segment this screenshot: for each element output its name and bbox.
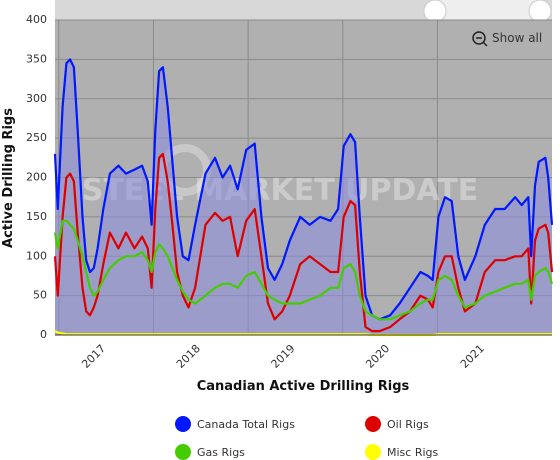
legend-label[interactable]: Oil Rigs — [387, 418, 429, 431]
x-tick-label: 2019 — [269, 342, 298, 371]
navigator-handle[interactable] — [528, 0, 552, 23]
legend-swatch[interactable] — [175, 444, 191, 460]
y-tick-label: 150 — [26, 210, 47, 223]
y-tick-label: 100 — [26, 249, 47, 262]
y-tick-label: 50 — [33, 289, 47, 302]
button-bg[interactable] — [466, 27, 546, 49]
zoom-icon[interactable] — [482, 41, 488, 47]
navigator-window[interactable] — [435, 0, 540, 20]
y-tick-label: 250 — [26, 131, 47, 144]
navigator-handle[interactable] — [423, 0, 447, 23]
series-area — [55, 59, 552, 336]
series-line — [53, 219, 554, 321]
y-tick-label: 400 — [26, 13, 47, 26]
y-tick-label: 300 — [26, 92, 47, 105]
x-tick-label: 2020 — [363, 342, 392, 371]
y-tick-label: 350 — [26, 52, 47, 65]
legend-label[interactable]: Canada Total Rigs — [197, 418, 295, 431]
x-tick-label: 2017 — [79, 342, 108, 371]
plot-area: STEEL MARKET UPDATE — [53, 19, 554, 337]
series-line — [53, 58, 554, 321]
legend-label[interactable]: Misc Rigs — [387, 446, 439, 459]
x-axis-title: Canadian Active Drilling Rigs — [197, 379, 410, 394]
y-axis-title: Active Drilling Rigs — [1, 108, 16, 248]
legend-swatch[interactable] — [365, 444, 381, 460]
legend-label[interactable]: Gas Rigs — [197, 446, 245, 459]
button-label[interactable]: Show all — [492, 31, 542, 45]
x-tick-label: 2021 — [458, 342, 487, 371]
series-line — [53, 152, 554, 333]
x-tick-label: 2018 — [174, 342, 203, 371]
y-tick-label: 200 — [26, 171, 47, 184]
legend-swatch[interactable] — [365, 416, 381, 432]
show-all-button[interactable]: Show all — [466, 27, 546, 49]
zoom-icon[interactable] — [472, 31, 486, 45]
legend-swatch[interactable] — [175, 416, 191, 432]
y-tick-label: 0 — [40, 328, 47, 341]
series-line — [54, 330, 552, 337]
